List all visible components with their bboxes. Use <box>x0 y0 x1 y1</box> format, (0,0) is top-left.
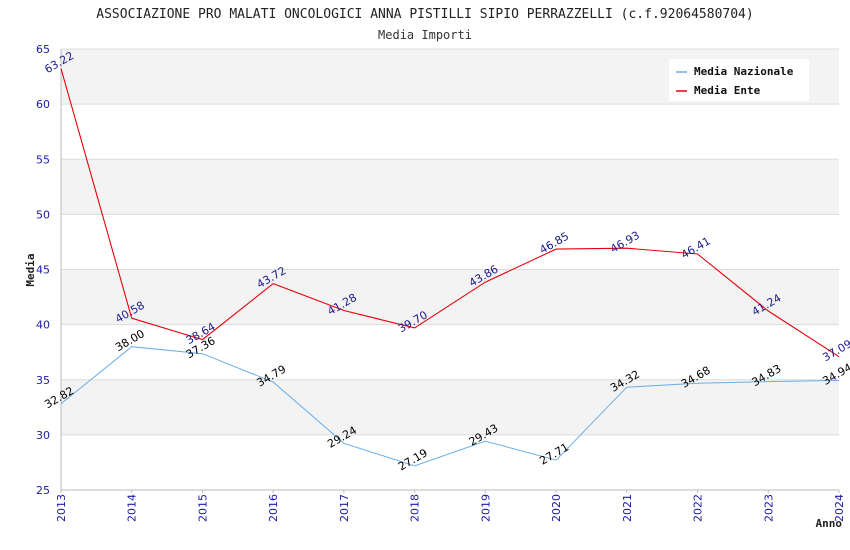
x-tick-label: 2016 <box>267 494 280 522</box>
y-tick-label: 35 <box>36 374 50 387</box>
plot-band <box>61 269 839 325</box>
plot-band <box>61 214 839 270</box>
chart-title: ASSOCIAZIONE PRO MALATI ONCOLOGICI ANNA … <box>96 7 753 22</box>
y-tick-label: 60 <box>36 98 50 111</box>
axes <box>60 49 840 493</box>
y-tick-label: 30 <box>36 429 50 442</box>
x-tick-label: 2020 <box>550 494 563 522</box>
x-tick-label: 2015 <box>196 494 209 522</box>
y-tick-label: 25 <box>36 484 50 497</box>
plot-band <box>61 104 839 160</box>
y-tick-label: 65 <box>36 43 50 56</box>
x-tick-label: 2022 <box>692 494 705 522</box>
x-tick-label: 2024 <box>833 494 846 522</box>
series-group <box>60 68 840 467</box>
plot-bands <box>61 49 839 490</box>
series-line-media-nazionale <box>60 346 840 467</box>
plot-band <box>61 159 839 215</box>
y-axis-title: Media <box>24 253 37 286</box>
x-tick-label: 2023 <box>762 494 775 522</box>
x-tick-label: 2014 <box>126 494 139 522</box>
y-tick-labels: 25 30 35 40 45 50 55 60 65 <box>36 43 50 497</box>
legend-label-media-nazionale: Media Nazionale <box>694 65 794 78</box>
series-line-media-ente <box>60 68 840 358</box>
x-tick-label: 2018 <box>409 494 422 522</box>
plot-band <box>61 324 839 380</box>
x-tick-labels: 2013 2014 2015 2016 2017 2018 2019 2020 2021 2022… <box>55 494 846 522</box>
chart-subtitle: Media Importi <box>378 28 472 42</box>
legend-box <box>669 59 809 101</box>
y-tick-label: 40 <box>36 319 50 332</box>
y-tick-label: 55 <box>36 153 50 166</box>
y-tick-label: 50 <box>36 208 50 221</box>
plot-band <box>61 434 839 490</box>
plot-band <box>61 379 839 435</box>
x-tick-label: 2013 <box>55 494 68 522</box>
legend-label-media-ente: Media Ente <box>694 84 761 97</box>
y-tick-label: 45 <box>36 264 50 277</box>
legend: Media Nazionale Media Ente <box>669 59 809 101</box>
x-axis-title: Anno <box>816 517 843 530</box>
x-tick-label: 2017 <box>338 494 351 522</box>
x-tick-label: 2021 <box>621 494 634 522</box>
x-tick-label: 2019 <box>479 494 492 522</box>
